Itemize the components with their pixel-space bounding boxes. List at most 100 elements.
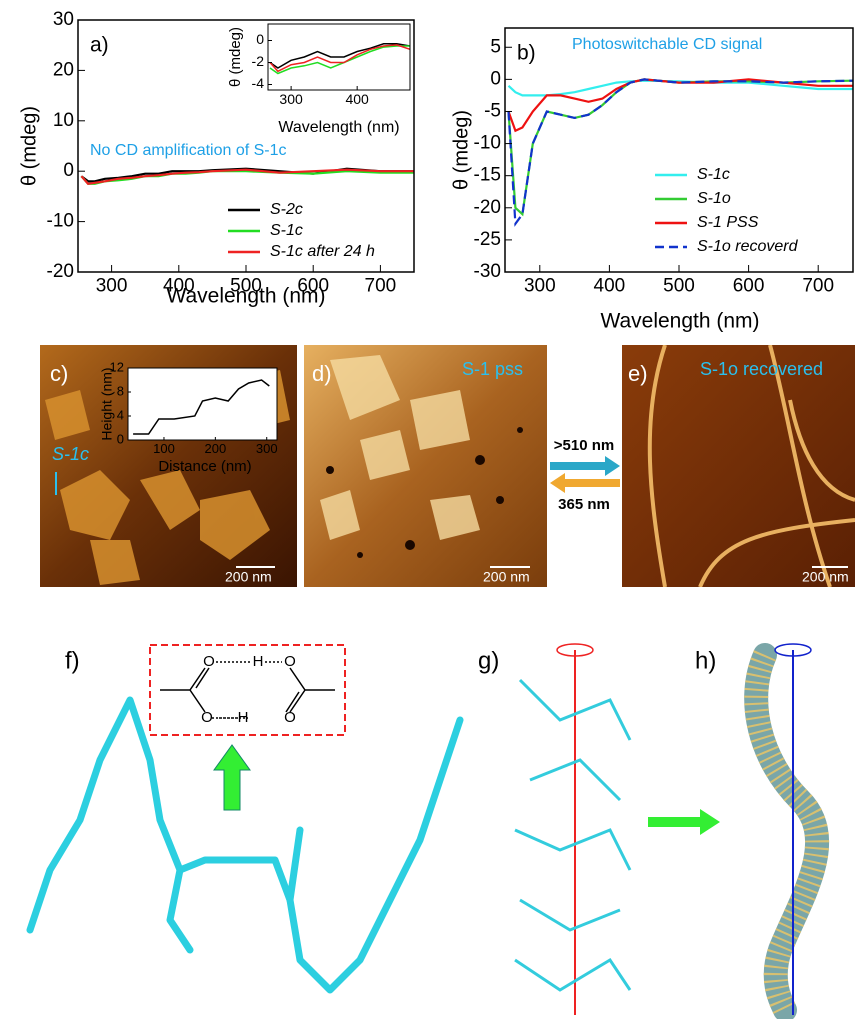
annotation: No CD amplification of S-1c bbox=[90, 142, 287, 159]
y-tick-label: -2 bbox=[252, 53, 265, 69]
panel-text: 200 nm bbox=[483, 569, 530, 585]
y-tick-label: 8 bbox=[117, 383, 124, 398]
rotation bbox=[556, 643, 594, 657]
y-tick-label: -15 bbox=[474, 165, 501, 186]
x-tick-label: 400 bbox=[594, 275, 626, 296]
molecule bbox=[26, 696, 464, 994]
x-tick-label: 700 bbox=[802, 275, 834, 296]
series-line bbox=[269, 44, 411, 73]
y-tick-label: 10 bbox=[53, 110, 74, 131]
x-axis-label: Wavelength (nm) bbox=[166, 285, 325, 308]
afm-pits bbox=[326, 427, 523, 558]
panel-text: O bbox=[284, 653, 296, 670]
afm-fibers bbox=[647, 345, 855, 587]
series-line bbox=[80, 168, 414, 185]
series-line bbox=[269, 45, 410, 75]
panel-text: O bbox=[203, 653, 215, 670]
panel-text: H bbox=[253, 653, 264, 670]
y-tick-label: 0 bbox=[256, 31, 264, 47]
y-tick-label: 0 bbox=[490, 68, 501, 89]
rotation bbox=[774, 643, 812, 657]
x-tick-label: 400 bbox=[163, 275, 195, 296]
x-tick-label: 600 bbox=[297, 275, 329, 296]
y-axis-label: θ (mdeg) bbox=[450, 110, 472, 190]
y-tick-label: 30 bbox=[53, 9, 74, 30]
x-axis-label: Wavelength (nm) bbox=[600, 310, 759, 333]
series-line bbox=[507, 78, 854, 227]
panel-text: 200 nm bbox=[802, 569, 849, 585]
series-line bbox=[133, 379, 270, 435]
y-tick-label: 5 bbox=[490, 36, 501, 57]
panel-text: S-1c bbox=[52, 444, 89, 464]
y-tick-label: -10 bbox=[47, 211, 74, 232]
annotation: Photoswitchable CD signal bbox=[572, 36, 762, 53]
legend-label: S-1c bbox=[270, 222, 303, 239]
panel-text: d) bbox=[312, 361, 332, 386]
panel-text: 200 nm bbox=[225, 569, 272, 585]
x-tick-label: 500 bbox=[663, 275, 695, 296]
panel-text: O bbox=[201, 709, 213, 726]
panel-text: h) bbox=[695, 647, 716, 674]
panel-text: e) bbox=[628, 361, 648, 386]
series-line bbox=[269, 43, 411, 69]
arrow-left bbox=[550, 473, 620, 493]
panel-text: S-1 pss bbox=[462, 359, 523, 379]
legend-label: S-1c bbox=[697, 166, 730, 183]
x-tick-label: 300 bbox=[96, 275, 128, 296]
panel-text: O bbox=[284, 709, 296, 726]
arrow-up bbox=[213, 744, 251, 811]
legend-label: S-1o recoverd bbox=[697, 238, 799, 255]
panel-text: H bbox=[238, 709, 249, 726]
legend-label: S-2c bbox=[270, 201, 303, 218]
legend-label: S-1o bbox=[697, 190, 731, 207]
series-line bbox=[507, 78, 853, 133]
y-tick-label: 20 bbox=[53, 59, 74, 80]
series-line bbox=[507, 78, 854, 217]
plot-frame bbox=[267, 23, 411, 91]
y-tick-label: 4 bbox=[117, 407, 124, 422]
panel-text: >510 nm bbox=[554, 437, 614, 454]
y-tick-label: 12 bbox=[110, 359, 124, 374]
hbond-bonds bbox=[160, 661, 335, 719]
plot-frame bbox=[127, 367, 278, 441]
helix bbox=[744, 643, 830, 1019]
y-tick-label: -4 bbox=[252, 75, 265, 91]
y-tick-label: -25 bbox=[474, 229, 501, 250]
helix-texture bbox=[744, 650, 830, 1016]
arrow-right bbox=[648, 809, 720, 835]
y-tick-label: -5 bbox=[484, 100, 501, 121]
panel-label: a) bbox=[90, 34, 109, 57]
legend-label: S-1 PSS bbox=[697, 214, 759, 231]
x-tick-label: 400 bbox=[345, 91, 369, 107]
y-tick-label: -20 bbox=[474, 197, 501, 218]
x-tick-label: 300 bbox=[256, 441, 278, 456]
panel-text: f) bbox=[65, 647, 80, 674]
y-tick-label: -10 bbox=[474, 133, 501, 154]
arrow-right bbox=[550, 456, 620, 476]
legend-label: S-1c after 24 h bbox=[270, 243, 375, 260]
x-tick-label: 200 bbox=[204, 441, 226, 456]
inset-bg bbox=[128, 368, 277, 440]
panel-text: c) bbox=[50, 361, 68, 386]
y-axis-label: Height (nm) bbox=[99, 367, 115, 440]
x-tick-label: 300 bbox=[524, 275, 556, 296]
x-axis-label: Wavelength (nm) bbox=[278, 119, 399, 136]
y-tick-label: -20 bbox=[47, 261, 74, 282]
y-axis-label: θ (mdeg) bbox=[18, 106, 40, 186]
panel-text: S-1o recovered bbox=[700, 359, 823, 379]
x-axis-label: Distance (nm) bbox=[158, 458, 251, 475]
panel-text: g) bbox=[478, 647, 499, 674]
panel-label: b) bbox=[517, 42, 536, 65]
x-tick-label: 600 bbox=[733, 275, 765, 296]
y-tick-label: 0 bbox=[117, 431, 124, 446]
panel-text: 365 nm bbox=[558, 496, 610, 513]
x-tick-label: 300 bbox=[279, 91, 303, 107]
afm-features bbox=[320, 355, 480, 540]
y-tick-label: 0 bbox=[63, 160, 74, 181]
y-axis-label: θ (mdeg) bbox=[227, 27, 244, 87]
x-tick-label: 100 bbox=[153, 441, 175, 456]
plot-frame bbox=[504, 27, 854, 273]
y-tick-label: -30 bbox=[474, 261, 501, 282]
stack bbox=[514, 678, 632, 992]
